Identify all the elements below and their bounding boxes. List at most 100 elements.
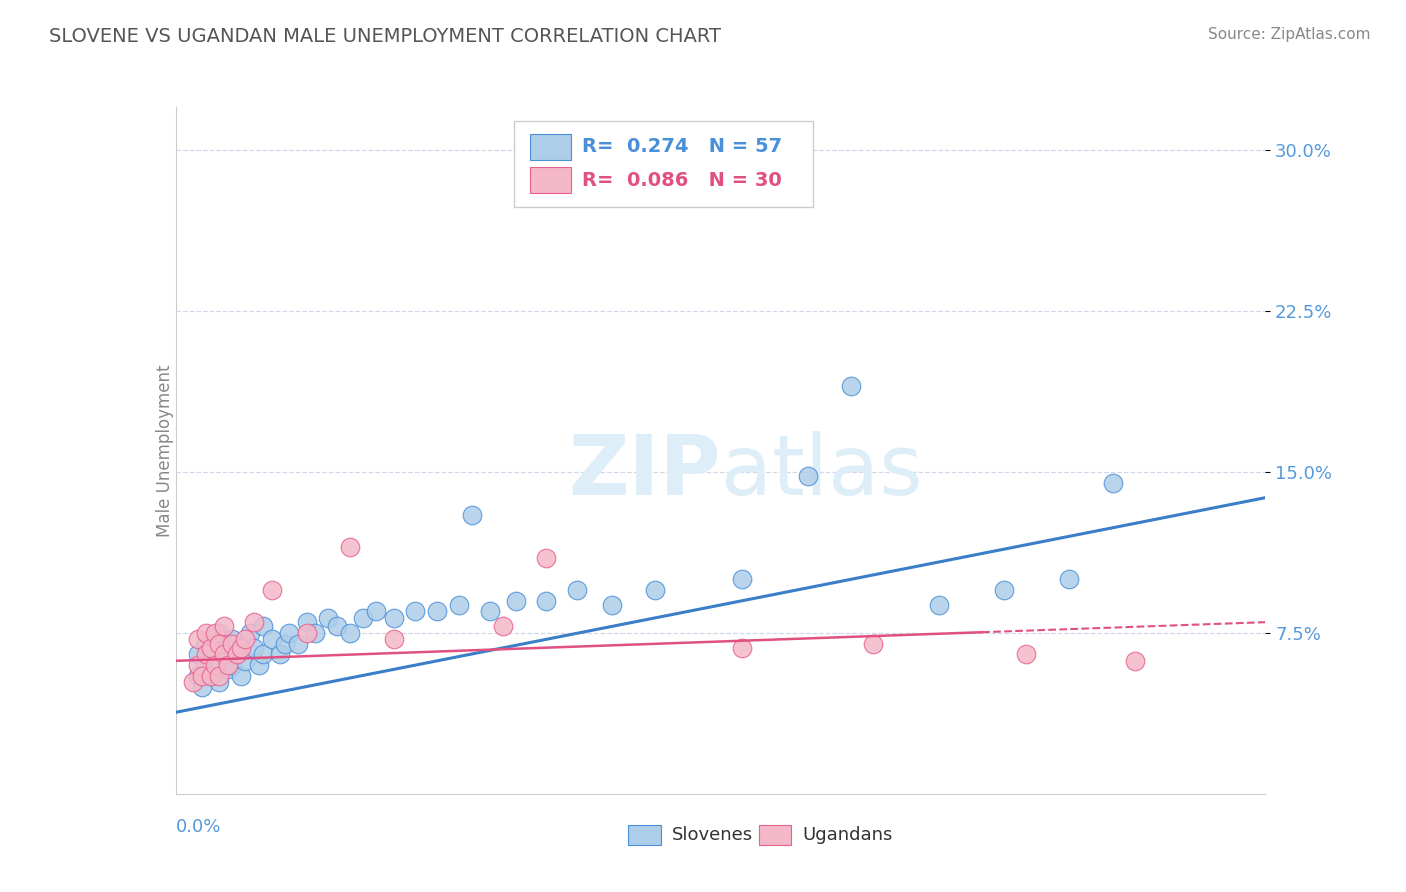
Bar (530, 134, 571, 160)
Point (796, 469, 818, 483)
Point (191, 669, 214, 683)
Point (247, 658, 270, 673)
Point (731, 572, 754, 586)
Point (200, 654, 222, 668)
Point (208, 675, 231, 690)
Point (235, 654, 257, 668)
Point (382, 632, 405, 647)
Point (1123, 654, 1146, 668)
Point (252, 619, 274, 633)
Point (208, 669, 231, 683)
Point (195, 626, 218, 640)
Point (200, 669, 222, 683)
Point (208, 626, 231, 640)
Point (221, 637, 243, 651)
Point (208, 654, 231, 668)
FancyBboxPatch shape (513, 120, 813, 207)
Point (217, 658, 239, 673)
Text: R=  0.086   N = 30: R= 0.086 N = 30 (582, 171, 782, 190)
Point (1102, 475, 1125, 490)
Text: Slovenes: Slovenes (672, 826, 752, 844)
Point (200, 669, 222, 683)
Point (200, 640, 222, 655)
Text: SLOVENE VS UGANDAN MALE UNEMPLOYMENT CORRELATION CHART: SLOVENE VS UGANDAN MALE UNEMPLOYMENT COR… (49, 27, 721, 45)
Point (600, 598, 623, 612)
Point (212, 648, 235, 662)
Point (339, 626, 361, 640)
Point (204, 658, 226, 673)
Point (191, 680, 214, 694)
Point (239, 626, 262, 640)
Point (318, 611, 340, 625)
Bar (759, 825, 792, 846)
Point (243, 615, 266, 630)
Point (269, 648, 291, 662)
Point (1057, 572, 1080, 586)
Point (447, 598, 470, 612)
Point (204, 640, 226, 655)
Point (212, 648, 235, 662)
Y-axis label: Male Unemployment: Male Unemployment (156, 364, 173, 537)
Point (478, 604, 501, 618)
Point (231, 669, 253, 683)
Point (186, 669, 209, 683)
Point (295, 626, 318, 640)
Point (217, 662, 239, 676)
Point (221, 632, 243, 647)
Point (225, 648, 247, 662)
Point (862, 637, 884, 651)
Point (260, 582, 283, 597)
Point (186, 658, 209, 673)
Point (204, 662, 226, 676)
Point (252, 648, 274, 662)
Point (644, 582, 666, 597)
Point (295, 615, 318, 630)
Point (461, 508, 484, 522)
Bar (628, 825, 661, 846)
Point (217, 637, 239, 651)
Point (195, 658, 218, 673)
Point (505, 593, 527, 607)
Point (231, 640, 253, 655)
Point (304, 626, 326, 640)
Point (260, 632, 283, 647)
Point (208, 637, 231, 651)
Point (221, 658, 243, 673)
Point (195, 648, 218, 662)
Point (382, 611, 405, 625)
Point (426, 604, 449, 618)
Bar (530, 167, 571, 193)
Point (841, 379, 863, 393)
Point (928, 598, 950, 612)
Point (366, 604, 388, 618)
Point (278, 626, 301, 640)
Point (274, 637, 297, 651)
Point (212, 619, 235, 633)
Text: Ugandans: Ugandans (803, 826, 893, 844)
Point (352, 611, 374, 625)
Point (534, 593, 557, 607)
Point (492, 619, 515, 633)
Point (993, 582, 1015, 597)
Point (339, 540, 361, 554)
Point (235, 632, 257, 647)
Point (181, 675, 204, 690)
Text: ZIP: ZIP (568, 431, 721, 512)
Point (1015, 648, 1038, 662)
Point (200, 632, 222, 647)
Point (195, 637, 218, 651)
Text: 0.0%: 0.0% (176, 818, 221, 836)
Point (565, 582, 588, 597)
Point (225, 648, 247, 662)
Point (243, 640, 266, 655)
Point (231, 640, 253, 655)
Point (534, 550, 557, 565)
Point (731, 640, 754, 655)
Point (326, 619, 349, 633)
Text: atlas: atlas (721, 431, 922, 512)
Point (204, 626, 226, 640)
Point (186, 632, 209, 647)
Text: R=  0.274   N = 57: R= 0.274 N = 57 (582, 137, 782, 156)
Point (186, 648, 209, 662)
Text: Source: ZipAtlas.com: Source: ZipAtlas.com (1208, 27, 1371, 42)
